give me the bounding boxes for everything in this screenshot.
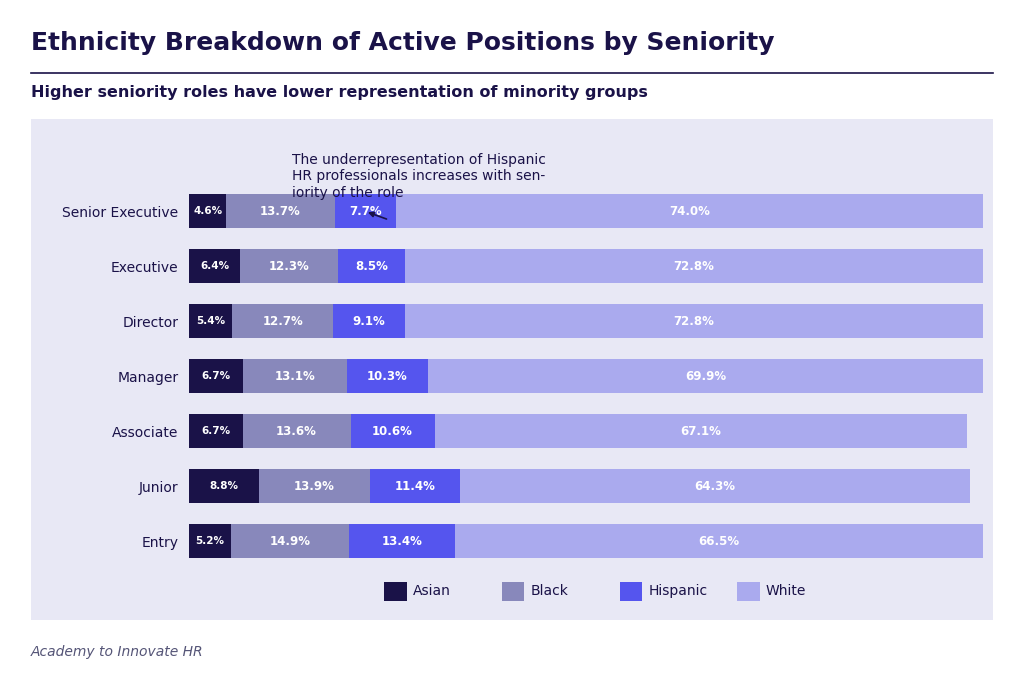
Text: 13.1%: 13.1% — [274, 370, 315, 383]
Bar — [346, 359, 428, 394]
Text: 8.5%: 8.5% — [355, 260, 388, 273]
Text: Ethnicity Breakdown of Active Positions by Seniority: Ethnicity Breakdown of Active Positions … — [31, 31, 774, 54]
Text: 9.1%: 9.1% — [353, 315, 386, 328]
Bar — [243, 414, 350, 448]
Text: The underrepresentation of Hispanic
HR professionals increases with sen-
iority : The underrepresentation of Hispanic HR p… — [292, 153, 546, 200]
Bar — [338, 249, 406, 283]
Text: Black: Black — [530, 584, 568, 598]
Bar — [230, 524, 349, 558]
Bar — [370, 469, 460, 503]
Bar — [232, 304, 333, 338]
Text: 5.2%: 5.2% — [196, 536, 224, 546]
Text: 13.9%: 13.9% — [294, 479, 335, 492]
Text: 8.8%: 8.8% — [210, 481, 239, 491]
Text: 13.7%: 13.7% — [260, 205, 301, 218]
Text: 69.9%: 69.9% — [685, 370, 726, 383]
Bar — [349, 524, 456, 558]
Bar — [189, 359, 243, 394]
Text: 12.3%: 12.3% — [268, 260, 309, 273]
Bar — [259, 469, 370, 503]
Bar — [460, 469, 971, 503]
Text: 72.8%: 72.8% — [674, 315, 715, 328]
Text: White: White — [766, 584, 806, 598]
Bar — [350, 414, 434, 448]
Text: 4.6%: 4.6% — [194, 206, 222, 217]
Bar — [189, 414, 243, 448]
Text: 64.3%: 64.3% — [694, 479, 735, 492]
Text: 11.4%: 11.4% — [394, 479, 435, 492]
Text: 7.7%: 7.7% — [349, 205, 382, 218]
Bar — [335, 194, 395, 228]
Bar — [226, 194, 335, 228]
Text: 74.0%: 74.0% — [669, 205, 710, 218]
Bar — [434, 414, 967, 448]
Bar — [189, 194, 226, 228]
Bar — [428, 359, 983, 394]
Text: Academy to Innovate HR: Academy to Innovate HR — [31, 645, 204, 659]
Text: Higher seniority roles have lower representation of minority groups: Higher seniority roles have lower repres… — [31, 85, 647, 100]
Bar — [406, 249, 983, 283]
Bar — [243, 359, 346, 394]
Text: 13.4%: 13.4% — [382, 535, 423, 548]
Text: 6.7%: 6.7% — [202, 371, 230, 381]
Bar — [189, 469, 259, 503]
Bar — [456, 524, 983, 558]
Bar — [406, 304, 983, 338]
Bar — [189, 249, 241, 283]
Text: 13.6%: 13.6% — [276, 425, 317, 438]
Bar — [395, 194, 983, 228]
Text: 67.1%: 67.1% — [681, 425, 721, 438]
Text: 72.8%: 72.8% — [674, 260, 715, 273]
Text: Asian: Asian — [413, 584, 451, 598]
Text: 6.4%: 6.4% — [201, 262, 229, 271]
Text: 6.7%: 6.7% — [202, 426, 230, 437]
Text: 14.9%: 14.9% — [269, 535, 310, 548]
Bar — [189, 304, 232, 338]
Bar — [189, 524, 230, 558]
Text: 12.7%: 12.7% — [262, 315, 303, 328]
Bar — [333, 304, 406, 338]
Text: Hispanic: Hispanic — [648, 584, 708, 598]
Text: 10.3%: 10.3% — [367, 370, 408, 383]
Text: 5.4%: 5.4% — [197, 316, 225, 326]
Text: 66.5%: 66.5% — [698, 535, 739, 548]
Text: 10.6%: 10.6% — [372, 425, 413, 438]
Bar — [241, 249, 338, 283]
